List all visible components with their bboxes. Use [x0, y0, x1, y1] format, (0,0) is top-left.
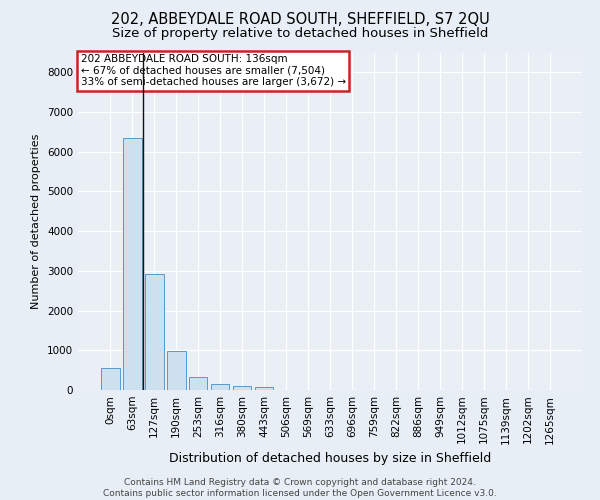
Bar: [211, 384, 229, 390]
Bar: [101, 368, 119, 390]
Bar: [255, 387, 274, 390]
Text: Size of property relative to detached houses in Sheffield: Size of property relative to detached ho…: [112, 28, 488, 40]
Bar: [167, 352, 185, 390]
Y-axis label: Number of detached properties: Number of detached properties: [31, 134, 41, 309]
Bar: [123, 138, 142, 390]
Text: 202, ABBEYDALE ROAD SOUTH, SHEFFIELD, S7 2QU: 202, ABBEYDALE ROAD SOUTH, SHEFFIELD, S7…: [110, 12, 490, 28]
Bar: [145, 274, 164, 390]
Text: 202 ABBEYDALE ROAD SOUTH: 136sqm
← 67% of detached houses are smaller (7,504)
33: 202 ABBEYDALE ROAD SOUTH: 136sqm ← 67% o…: [80, 54, 346, 88]
X-axis label: Distribution of detached houses by size in Sheffield: Distribution of detached houses by size …: [169, 452, 491, 465]
Text: Contains HM Land Registry data © Crown copyright and database right 2024.
Contai: Contains HM Land Registry data © Crown c…: [103, 478, 497, 498]
Bar: [233, 386, 251, 390]
Bar: [189, 376, 208, 390]
